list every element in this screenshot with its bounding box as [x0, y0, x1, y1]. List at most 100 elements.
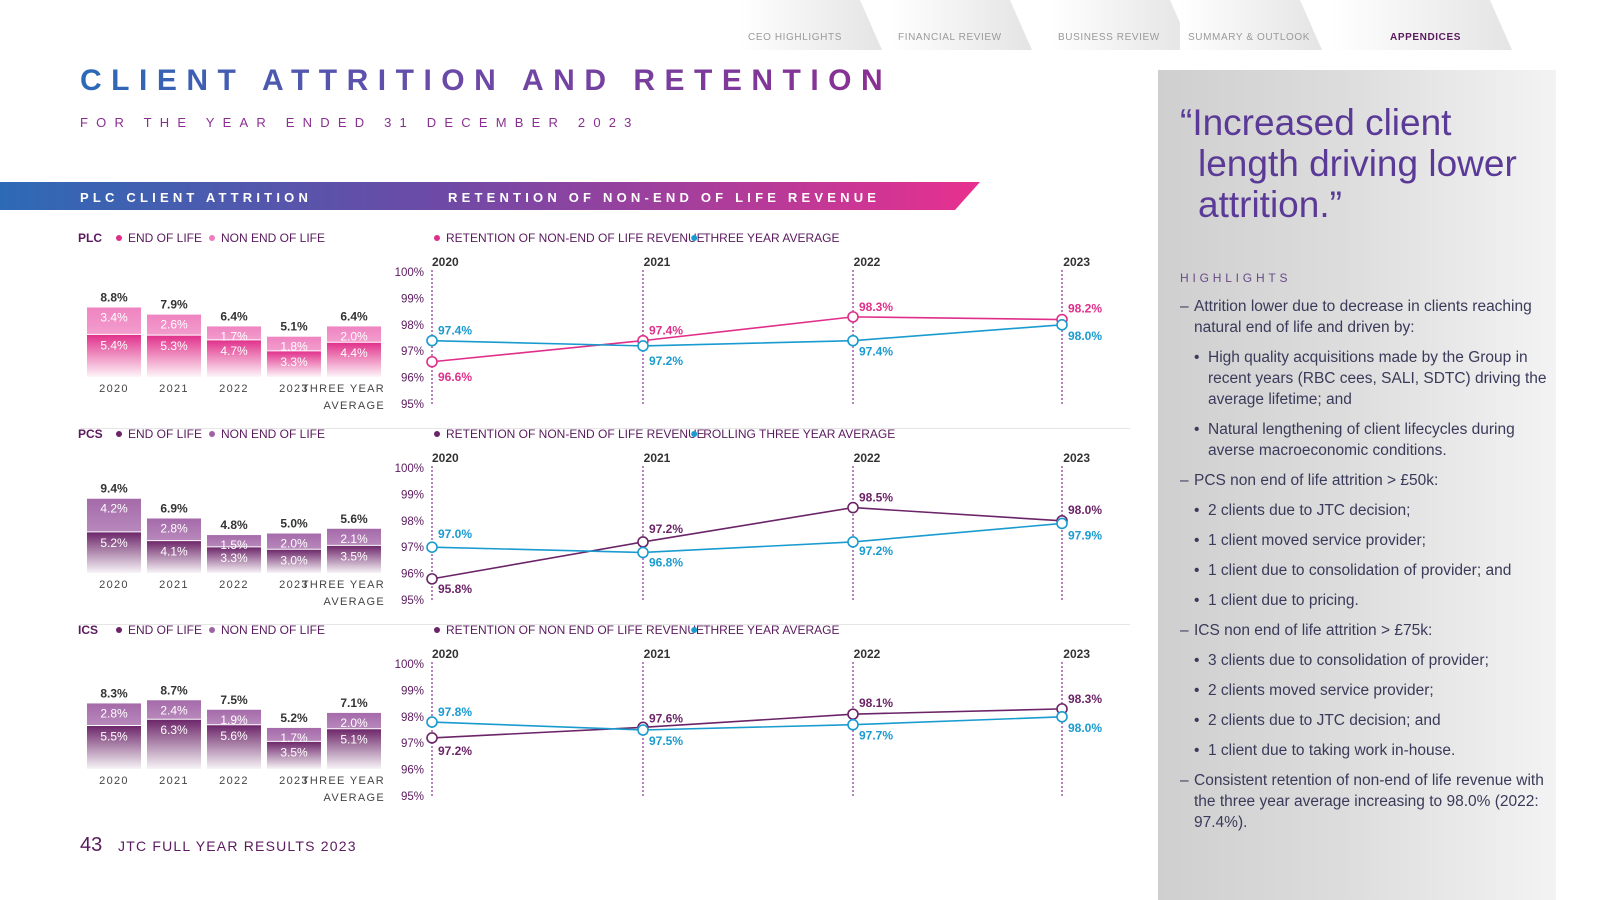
bar-total-label: 8.3%	[100, 686, 128, 700]
bar-total-label: 7.5%	[220, 693, 248, 707]
nav-tab-label: APPENDICES	[1390, 32, 1462, 43]
average-label: 97.5%	[649, 734, 683, 748]
bar-end-of-life	[87, 725, 141, 769]
bar-total-label: 5.0%	[280, 517, 308, 531]
page-title: CLIENT ATTRITION AND RETENTION	[80, 64, 893, 97]
retention-label: 98.3%	[859, 300, 893, 314]
bar-label-non-end-of-life: 2.0%	[340, 716, 368, 730]
highlight-subitem: High quality acquisitions made by the Gr…	[1180, 347, 1550, 410]
bar-label-end-of-life: 3.5%	[340, 549, 368, 563]
legend-non-end-of-life: NON END OF LIFE	[221, 231, 325, 245]
bar-label-end-of-life: 5.3%	[160, 339, 188, 353]
highlight-subitem: 3 clients due to consolidation of provid…	[1180, 650, 1550, 671]
year-header: 2023	[1063, 451, 1090, 465]
legend-non-end-of-life: NON END OF LIFE	[221, 427, 325, 441]
legend-dot-average	[691, 235, 698, 241]
bar-label-end-of-life: 5.4%	[100, 338, 128, 352]
legend-dot-average	[691, 431, 698, 437]
bar-non-end-of-life	[87, 307, 141, 335]
nav-tab-shape	[890, 0, 1032, 50]
page-subtitle: FOR THE YEAR ENDED 31 DECEMBER 2023	[80, 115, 640, 130]
bar-total-label: 9.4%	[100, 482, 128, 496]
nav-tab-summary-outlook[interactable]: SUMMARY & OUTLOOK	[1180, 0, 1340, 52]
legend-end-of-life: END OF LIFE	[128, 427, 202, 441]
nav-tab-appendices[interactable]: APPENDICES	[1330, 0, 1530, 52]
x-axis-label: 2022	[219, 775, 249, 787]
bar-label-non-end-of-life: 2.6%	[160, 318, 188, 332]
highlight-item: PCS non end of life attrition > £50k:	[1180, 470, 1550, 491]
bar-label-end-of-life: 5.2%	[100, 536, 128, 550]
highlight-item: ICS non end of life attrition > £75k:	[1180, 620, 1550, 641]
legend-average: ROLLING THREE YEAR AVERAGE	[703, 427, 895, 441]
nav-tab-business-review[interactable]: BUSINESS REVIEW	[1050, 0, 1210, 52]
bar-label-non-end-of-life: 2.1%	[340, 532, 368, 546]
retention-line	[431, 708, 1063, 739]
retention-label: 97.2%	[649, 522, 683, 536]
bar-total-label: 5.1%	[280, 320, 308, 334]
legend-end-of-life: END OF LIFE	[128, 623, 202, 637]
average-line	[431, 716, 1063, 731]
retention-point	[847, 311, 859, 323]
bar-end-of-life	[87, 531, 141, 573]
x-axis-label: 2022	[219, 383, 249, 395]
bar-label-end-of-life: 3.3%	[220, 551, 248, 565]
bar-label-non-end-of-life: 1.7%	[280, 731, 308, 745]
y-axis-tick: 100%	[395, 463, 424, 475]
y-axis-tick: 95%	[401, 595, 424, 607]
legend-dot-retention	[434, 235, 440, 241]
average-point	[426, 541, 438, 553]
x-axis-label: 2021	[159, 383, 189, 395]
banner-plc-attrition: PLC CLIENT ATTRITION	[80, 190, 313, 205]
nav-tab-ceo-highlights[interactable]: CEO HIGHLIGHTS	[740, 0, 900, 52]
retention-point	[426, 732, 438, 744]
bar-non-end-of-life	[327, 712, 381, 729]
legend-retention: RETENTION OF NON-END OF LIFE REVENUE	[446, 231, 705, 245]
bar-non-end-of-life	[147, 314, 201, 336]
year-header: 2023	[1063, 255, 1090, 269]
y-axis-tick: 96%	[401, 765, 424, 777]
legend-dot-retention	[434, 627, 440, 633]
highlight-subitem: 1 client due to consolidation of provide…	[1180, 560, 1550, 581]
nav-tab-shape	[1050, 0, 1192, 50]
legend-dot-non-end-of-life	[209, 627, 215, 633]
plc-charts-svg: PLC END OF LIFE NON END OF LIFE 5.4% 3.4% 8.8…	[78, 231, 1102, 412]
retention-point	[847, 708, 859, 720]
average-point	[637, 724, 649, 736]
chart-separator	[80, 428, 1130, 429]
average-label: 98.0%	[1068, 329, 1102, 343]
bar-label-end-of-life: 5.5%	[100, 730, 128, 744]
x-axis-label: 2020	[99, 775, 129, 787]
bar-total-label: 7.9%	[160, 298, 188, 312]
y-axis-tick: 98%	[401, 516, 424, 528]
average-point	[637, 340, 649, 352]
retention-label: 98.3%	[1068, 692, 1102, 706]
retention-label: 98.5%	[859, 491, 893, 505]
nav-tab-financial-review[interactable]: FINANCIAL REVIEW	[890, 0, 1050, 52]
legend-average: THREE YEAR AVERAGE	[703, 231, 839, 245]
bar-non-end-of-life	[267, 533, 321, 550]
bar-non-end-of-life	[87, 498, 141, 532]
bar-end-of-life	[207, 724, 261, 769]
chart-separator	[80, 624, 1130, 625]
legend-non-end-of-life: NON END OF LIFE	[221, 623, 325, 637]
segment-label: ICS	[78, 623, 98, 637]
retention-point	[637, 536, 649, 548]
average-point	[426, 334, 438, 347]
y-axis-tick: 100%	[395, 267, 424, 279]
bar-non-end-of-life	[207, 326, 261, 340]
bar-non-end-of-life	[207, 535, 261, 547]
legend-retention: RETENTION OF NON-END OF LIFE REVENUE	[446, 427, 705, 441]
average-label: 97.7%	[859, 729, 893, 743]
legend-dot-end-of-life	[116, 235, 122, 241]
retention-label: 98.2%	[1068, 302, 1102, 316]
highlight-item: Attrition lower due to decrease in clien…	[1180, 296, 1550, 338]
bar-label-non-end-of-life: 1.7%	[220, 329, 248, 343]
nav-tab-shape	[1330, 0, 1512, 50]
x-axis-label: 2022	[219, 579, 249, 591]
year-header: 2020	[432, 255, 459, 269]
y-axis-tick: 97%	[401, 738, 424, 750]
legend-dot-end-of-life	[116, 431, 122, 437]
bar-label-non-end-of-life: 2.8%	[100, 706, 128, 720]
average-point	[1056, 319, 1068, 331]
legend-dot-average	[691, 627, 698, 633]
